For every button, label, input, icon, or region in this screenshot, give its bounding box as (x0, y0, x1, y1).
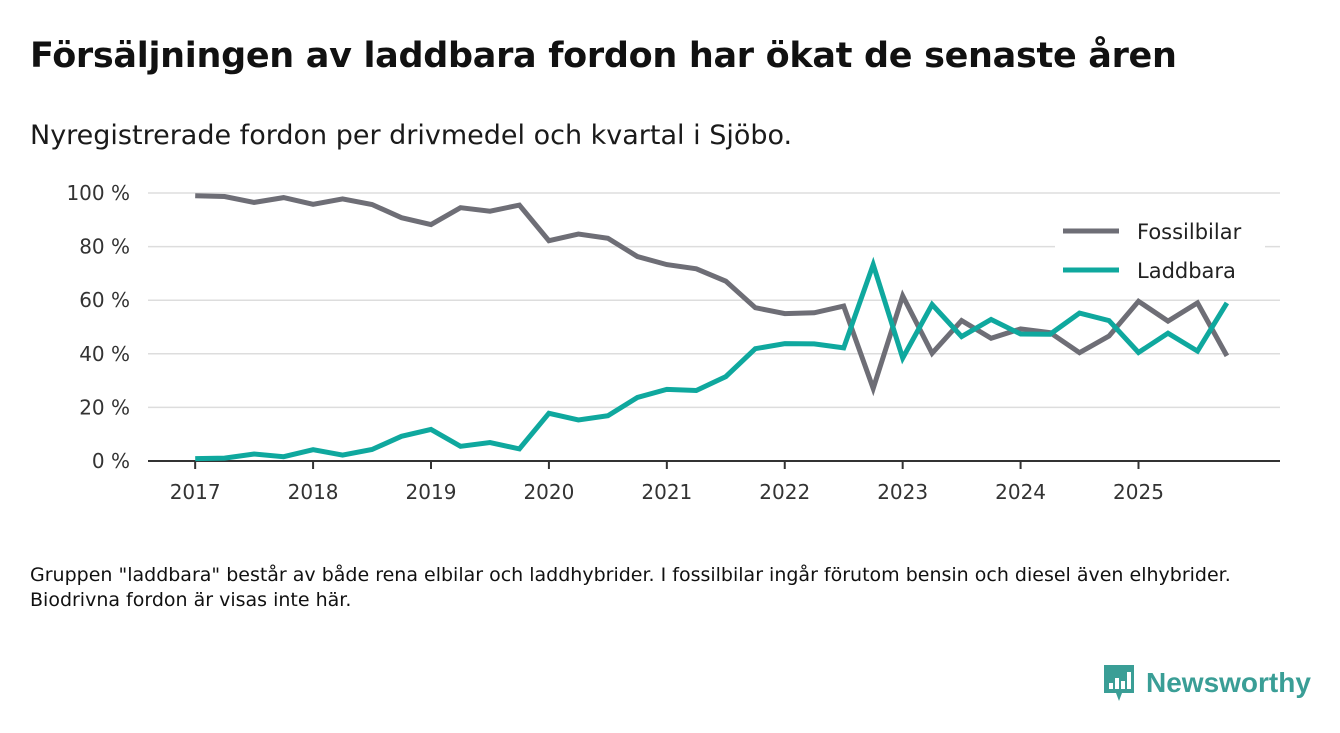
legend-label: Laddbara (1137, 259, 1236, 283)
x-tick-label: 2021 (641, 480, 692, 504)
bar-chart-icon (1104, 665, 1134, 701)
legend-label: Fossilbilar (1137, 220, 1242, 244)
y-tick-label: 60 % (79, 288, 130, 312)
brand-logo[interactable]: Newsworthy (1102, 663, 1311, 703)
y-tick-label: 20 % (79, 395, 130, 419)
y-tick-label: 80 % (79, 235, 130, 259)
footnote: Gruppen "laddbara" består av både rena e… (30, 564, 1231, 611)
chart-title: Försäljningen av laddbara fordon har öka… (30, 36, 1177, 76)
x-tick-label: 2017 (170, 480, 221, 504)
x-tick-label: 2023 (877, 480, 928, 504)
x-tick-label: 2022 (759, 480, 810, 504)
legend-background (1055, 212, 1265, 292)
y-tick-label: 40 % (79, 342, 130, 366)
chart-subtitle: Nyregistrerade fordon per drivmedel och … (30, 120, 793, 151)
series-line-laddbara (195, 256, 1230, 462)
x-tick-label: 2018 (288, 480, 339, 504)
x-tick-label: 2020 (523, 480, 574, 504)
x-tick-label: 2019 (406, 480, 457, 504)
y-tick-label: 100 % (66, 181, 130, 205)
x-tick-label: 2024 (995, 480, 1046, 504)
y-tick-label: 0 % (92, 449, 130, 473)
series-line-fossilbilar (195, 193, 1230, 397)
x-tick-label: 2025 (1113, 480, 1164, 504)
brand-name: Newsworthy (1146, 667, 1311, 698)
